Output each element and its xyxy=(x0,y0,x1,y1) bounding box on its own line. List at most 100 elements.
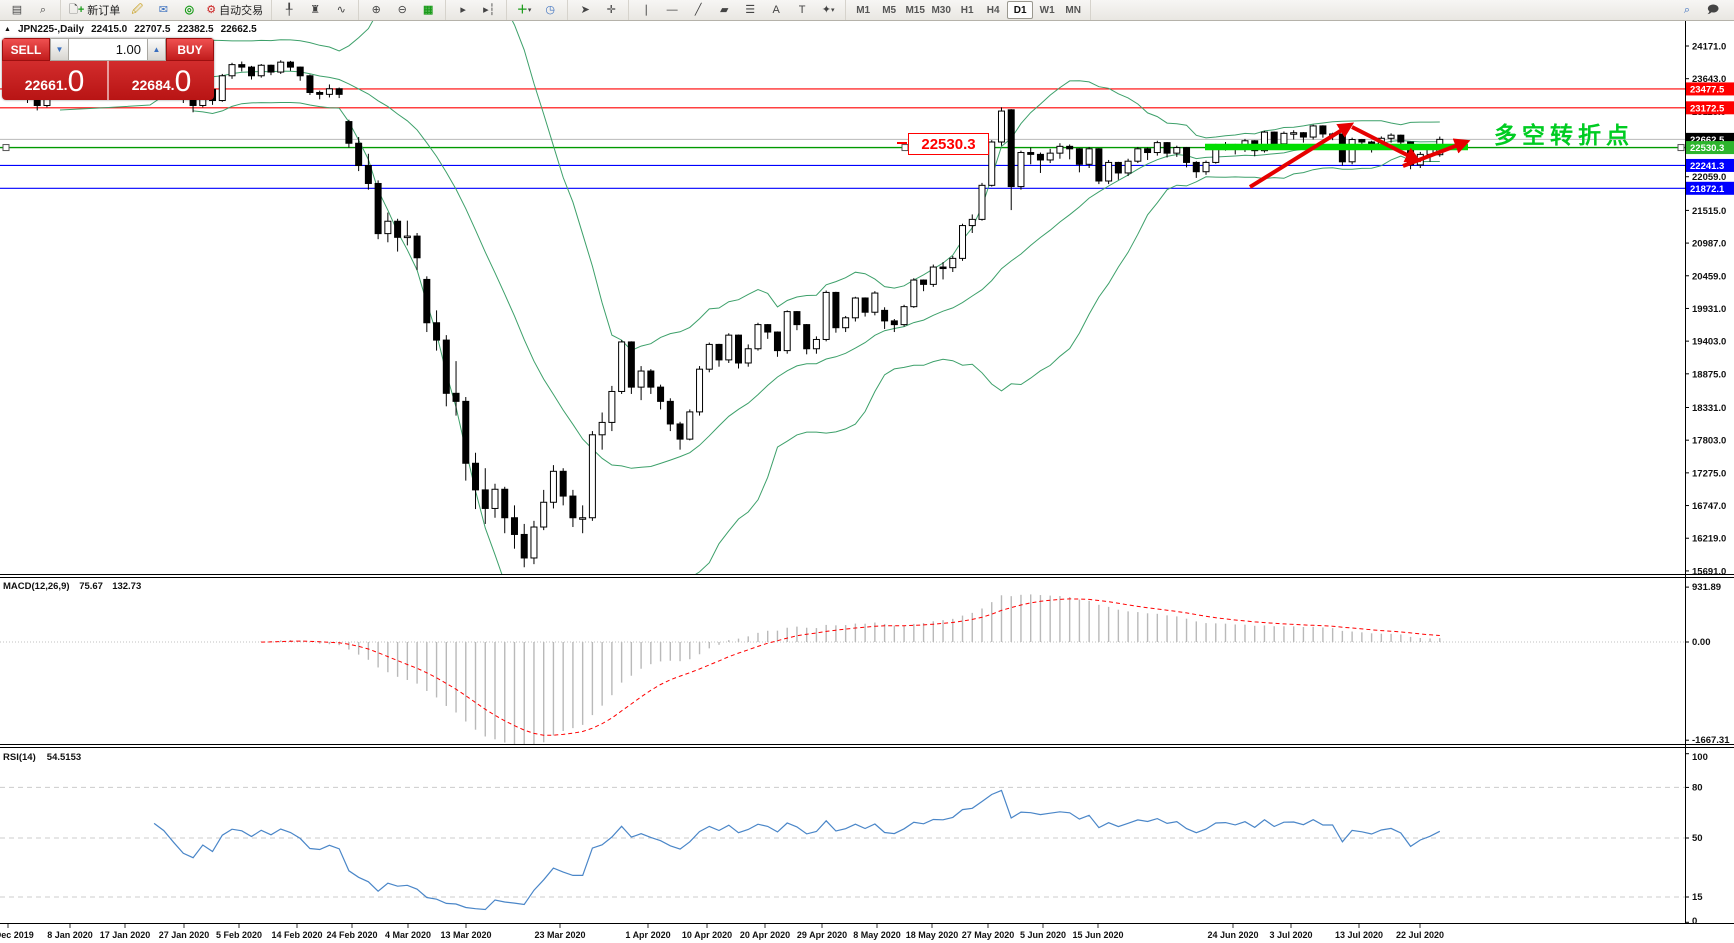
new-order-label: 新订单 xyxy=(87,5,121,17)
search-icon[interactable]: ⌕ xyxy=(1683,4,1691,16)
bar-chart-icon[interactable]: ╀ xyxy=(285,4,293,16)
candlestick-chart-icon[interactable]: ♜ xyxy=(310,4,321,16)
toolbar-group-pointer: ➤ ✛ xyxy=(568,0,630,20)
svg-text:0.00: 0.00 xyxy=(1692,637,1711,648)
toolbar-group-windows: ▤ ⌕ xyxy=(0,0,61,20)
date-label: 18 May 2020 xyxy=(906,930,959,940)
svg-text:80: 80 xyxy=(1692,782,1703,793)
date-label: 4 Mar 2020 xyxy=(385,930,431,940)
toolbar-group-trading: 🗋 + 新订单 🖉 ✉ ◎ ⚙ 自动交易 xyxy=(61,0,273,20)
volume-increase-button[interactable]: ▲ xyxy=(147,38,166,61)
ohlc-low: 22382.5 xyxy=(177,24,214,35)
timeframe-m15[interactable]: M15 xyxy=(905,4,925,16)
indicator-label: 54.5153 xyxy=(47,752,81,763)
signals-icon[interactable]: ◎ xyxy=(184,4,195,16)
buy-button[interactable]: BUY xyxy=(166,38,214,61)
arrows-icon[interactable]: ✦ ▾ xyxy=(821,4,835,16)
date-label: 23 Mar 2020 xyxy=(534,930,585,940)
date-label: 24 Jun 2020 xyxy=(1207,930,1258,940)
date-label: 5 Feb 2020 xyxy=(216,930,262,940)
market-watch-icon[interactable]: ▤ xyxy=(11,4,23,16)
toolbar-group-objects: ❘ ― ╱ ▰ ☰ A T ✦ ▾ xyxy=(629,0,847,20)
periods-icon[interactable]: ◷ xyxy=(545,4,555,16)
indicator-label: 132.73 xyxy=(112,581,141,592)
mailbox-icon[interactable]: ✉ xyxy=(158,4,168,16)
svg-text:100: 100 xyxy=(1692,752,1708,763)
svg-text:16219.0: 16219.0 xyxy=(1692,534,1726,545)
zoom-in-icon[interactable]: ⊕ xyxy=(371,4,381,16)
svg-text:22059.0: 22059.0 xyxy=(1692,172,1726,183)
timeframe-h4[interactable]: H4 xyxy=(986,4,1000,16)
svg-text:15: 15 xyxy=(1692,892,1703,903)
timeframe-m30[interactable]: M30 xyxy=(931,4,951,16)
svg-text:15691.0: 15691.0 xyxy=(1692,566,1726,577)
chat-icon[interactable]: 🗩 xyxy=(1706,4,1720,16)
timeframe-d1[interactable]: D1 xyxy=(1007,1,1034,19)
svg-text:22241.3: 22241.3 xyxy=(1690,161,1724,172)
date-label: 30 Dec 2019 xyxy=(0,930,34,940)
new-order-icon[interactable]: 🗋 + 新订单 xyxy=(69,4,121,17)
timeframe-h1[interactable]: H1 xyxy=(960,4,974,16)
trendline-icon[interactable]: ╱ xyxy=(694,4,702,16)
date-label: 5 Jun 2020 xyxy=(1020,930,1066,940)
indicators-icon[interactable]: ＋ ▾ xyxy=(516,4,532,16)
date-label: 20 Apr 2020 xyxy=(740,930,790,940)
date-label: 13 Jul 2020 xyxy=(1335,930,1383,940)
svg-text:0: 0 xyxy=(1692,916,1697,927)
chart-header: ▲ JPN225-,Daily 22415.0 22707.5 22382.5 … xyxy=(4,24,257,35)
price-callout-anchor xyxy=(897,142,907,144)
svg-text:19931.0: 19931.0 xyxy=(1692,304,1726,315)
text-label-icon[interactable]: T xyxy=(798,4,806,16)
svg-text:931.89: 931.89 xyxy=(1692,582,1721,593)
auto-trading-icon[interactable]: ⚙ 自动交易 xyxy=(206,4,264,17)
toolbar-group-chart-type: ╀ ♜ ∿ xyxy=(272,0,360,20)
svg-text:23643.0: 23643.0 xyxy=(1692,74,1726,85)
indicator-label: 75.67 xyxy=(79,581,103,592)
svg-text:23172.5: 23172.5 xyxy=(1690,103,1725,114)
toolbar-right: ⌕ 🗩 xyxy=(1674,2,1734,18)
chart-profile-icon[interactable]: 🖉 xyxy=(131,4,144,16)
date-label: 29 Apr 2020 xyxy=(797,930,847,940)
svg-text:19403.0: 19403.0 xyxy=(1692,337,1726,348)
auto-scroll-icon[interactable]: ▸ xyxy=(460,4,466,16)
fibonacci-icon[interactable]: ☰ xyxy=(745,4,756,16)
collapse-panel-icon[interactable]: ▲ xyxy=(4,26,11,33)
svg-text:20459.0: 20459.0 xyxy=(1692,271,1726,282)
date-label: 15 Jun 2020 xyxy=(1072,930,1123,940)
buy-price[interactable]: 22684. 0 xyxy=(109,61,214,100)
timeframe-m5[interactable]: M5 xyxy=(882,4,897,16)
toolbar-group-indicators: ＋ ▾ ◷ xyxy=(507,0,569,20)
svg-text:50: 50 xyxy=(1692,833,1703,844)
timeframe-m1[interactable]: M1 xyxy=(856,4,871,16)
ohlc-open: 22415.0 xyxy=(91,24,128,35)
date-label: 13 Mar 2020 xyxy=(440,930,491,940)
sell-price[interactable]: 22661. 0 xyxy=(2,61,107,100)
zoom-out-icon[interactable]: ⊖ xyxy=(397,4,407,16)
volume-decrease-button[interactable]: ▼ xyxy=(50,38,69,61)
cursor-icon[interactable]: ➤ xyxy=(580,4,590,16)
toolbar-group-zoom: ⊕ ⊖ ▦ xyxy=(359,0,447,20)
chart-shift-icon[interactable]: ▸┆ xyxy=(483,4,496,16)
navigator-icon[interactable]: ⌕ xyxy=(39,4,47,16)
date-label: 14 Feb 2020 xyxy=(271,930,322,940)
line-chart-icon[interactable]: ∿ xyxy=(336,4,346,16)
svg-text:16747.0: 16747.0 xyxy=(1692,501,1726,512)
crosshair-icon[interactable]: ✛ xyxy=(606,4,616,16)
price-callout-label[interactable]: 22530.3 xyxy=(908,133,989,155)
svg-text:22662.5: 22662.5 xyxy=(1690,135,1725,146)
equidistant-channel-icon[interactable]: ▰ xyxy=(719,4,729,16)
sell-price-small: 22661. xyxy=(24,77,68,93)
date-label: 3 Jul 2020 xyxy=(1269,930,1312,940)
vertical-line-icon[interactable]: ❘ xyxy=(641,4,651,16)
horizontal-line-icon[interactable]: ― xyxy=(666,4,678,16)
text-icon[interactable]: A xyxy=(772,4,780,16)
sell-button[interactable]: SELL xyxy=(2,38,50,61)
turning-point-annotation[interactable]: 多空转折点 xyxy=(1494,122,1634,148)
date-label: 10 Apr 2020 xyxy=(682,930,732,940)
volume-input[interactable]: 1.00 xyxy=(69,38,147,61)
tile-windows-icon[interactable]: ▦ xyxy=(422,4,434,16)
timeframe-mn[interactable]: MN xyxy=(1065,4,1081,16)
date-label: 1 Apr 2020 xyxy=(625,930,670,940)
timeframe-w1[interactable]: W1 xyxy=(1039,4,1055,16)
